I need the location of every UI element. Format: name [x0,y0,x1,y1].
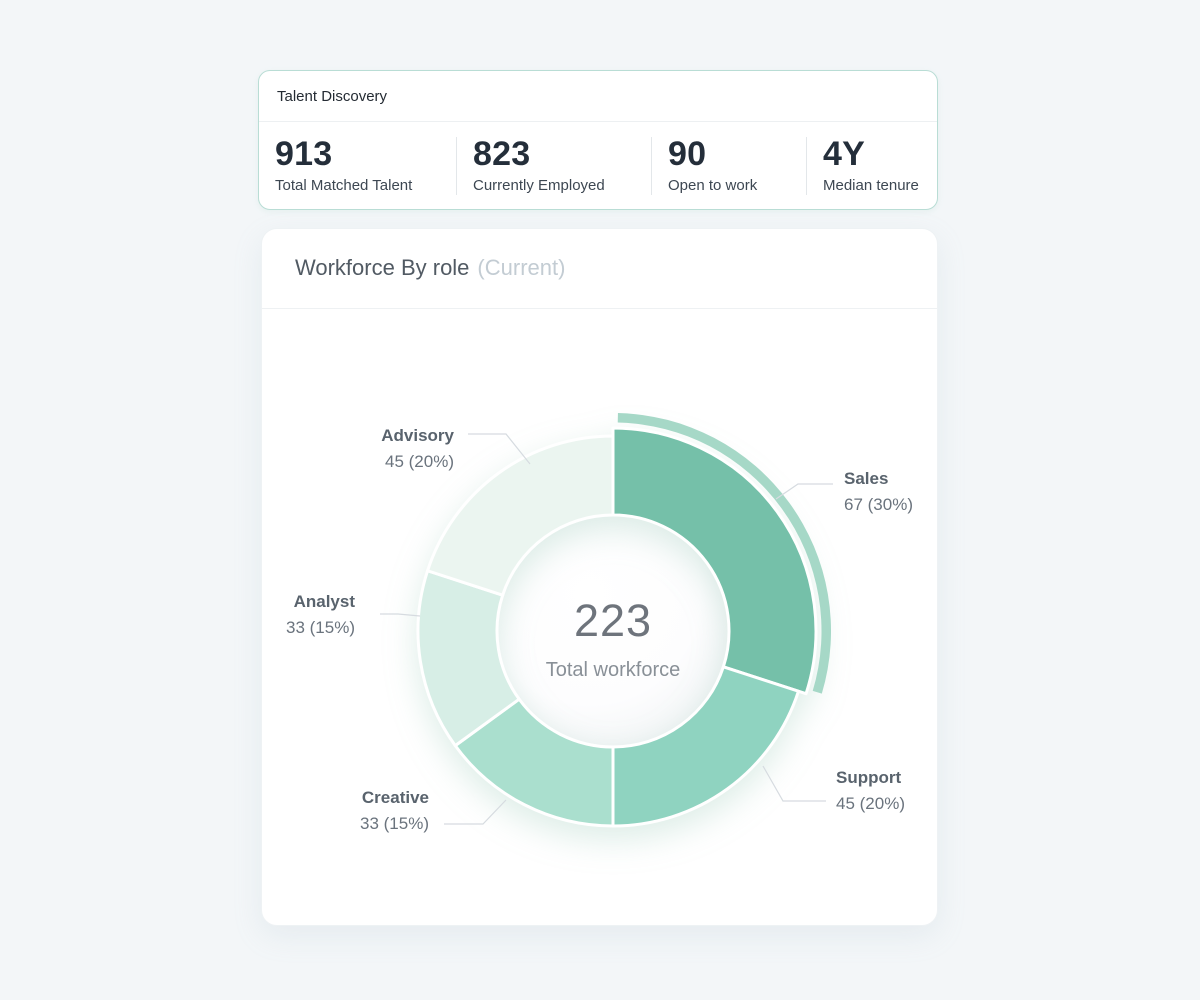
slice-value: 33 (15%) [360,814,429,833]
stat-label: Currently Employed [473,177,605,194]
stat-label: Open to work [668,177,758,194]
stat-divider [806,136,807,195]
stat-currently-employed: 823 Currently Employed [457,136,651,195]
slice-value: 45 (20%) [836,794,905,813]
slice-value: 45 (20%) [385,452,454,471]
total-workforce-label: Total workforce [545,659,681,681]
talent-card-title: Talent Discovery [277,87,388,105]
slice-name: Advisory [381,426,454,445]
donut-svg [380,413,833,828]
slice-sales[interactable] [611,426,818,696]
slice-support[interactable] [611,665,800,828]
stat-divider [651,136,652,195]
leader-lines [380,433,833,825]
talent-discovery-card: Talent Discovery 913 Total Matched Talen… [258,70,938,210]
stat-open-to-work: 90 Open to work [652,136,806,195]
slice-label-creative: Creative 33 (15%) [360,785,429,837]
slice-label-analyst: Analyst 33 (15%) [286,589,355,641]
slice-name: Sales [844,469,889,488]
slice-label-support: Support 45 (20%) [836,765,905,817]
slice-label-advisory: Advisory 45 (20%) [381,423,454,475]
leader-line-support [762,765,826,802]
stat-label: Median tenure [823,177,919,194]
stat-value: 823 [473,135,531,173]
workforce-card-title: Workforce By role [295,255,470,280]
stat-divider [456,136,457,195]
donut-slices [416,426,818,828]
leader-line-sales [775,483,833,500]
leader-line-analyst [380,613,421,617]
talent-card-header: Talent Discovery [259,71,937,122]
slice-value: 33 (15%) [286,618,355,637]
workforce-card-subtitle: (Current) [477,255,566,280]
donut-center-text: 223 Total workforce [546,597,681,682]
slice-name: Analyst [293,592,355,611]
slice-advisory[interactable] [426,434,615,597]
slice-name: Support [836,768,902,787]
workforce-by-role-card: Workforce By role (Current) [261,228,938,926]
workforce-card-header: Workforce By role (Current) [262,229,937,309]
stat-label: Total Matched Talent [275,177,413,194]
donut-hole [497,515,729,747]
leader-line-creative [444,799,507,825]
slice-value: 67 (30%) [844,495,913,514]
donut-chart: Sales 67 (30%) Support 45 (20%) Creative… [262,310,937,925]
stat-value: 4Y [823,135,865,173]
stat-value: 913 [275,135,333,173]
stats-row: 913 Total Matched Talent 823 Currently E… [259,122,937,209]
total-workforce-value: 223 [573,595,653,646]
stat-median-tenure: 4Y Median tenure [807,136,937,195]
slice-label-sales: Sales 67 (30%) [844,466,913,518]
leader-line-advisory [468,433,531,465]
stat-total-matched-talent: 913 Total Matched Talent [259,136,456,195]
stat-value: 90 [668,135,707,173]
slice-name: Creative [361,788,429,807]
